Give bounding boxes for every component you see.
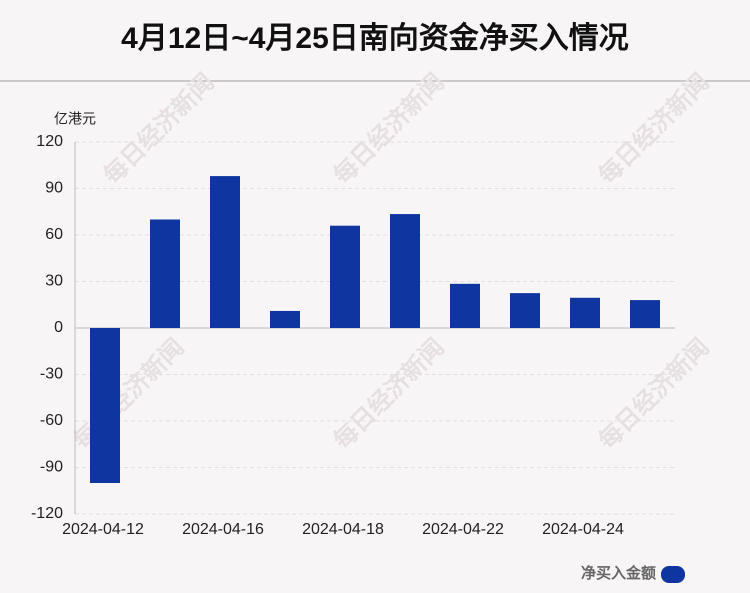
bar xyxy=(390,214,420,328)
y-tick-label: -90 xyxy=(40,459,63,476)
legend-swatch xyxy=(661,566,685,583)
y-axis-label: 亿港元 xyxy=(54,111,96,127)
bar xyxy=(270,310,300,328)
y-tick-label: 30 xyxy=(45,273,63,290)
bar xyxy=(150,219,180,328)
chart-title: 4月12日~4月25日南向资金净买入情况 xyxy=(121,21,629,55)
x-tick-label: 2024-04-12 xyxy=(62,521,144,538)
bar xyxy=(450,283,480,328)
y-tick-label: 90 xyxy=(45,180,63,197)
bar xyxy=(570,297,600,328)
bar xyxy=(510,293,540,328)
bar xyxy=(330,225,360,328)
y-tick-label: -60 xyxy=(40,412,63,429)
x-tick-label: 2024-04-22 xyxy=(422,521,504,538)
x-tick-label: 2024-04-24 xyxy=(542,521,624,538)
x-tick-label: 2024-04-16 xyxy=(182,521,264,538)
y-tick-label: -120 xyxy=(31,505,63,522)
bar xyxy=(210,176,240,328)
y-tick-label: 120 xyxy=(36,133,63,150)
legend-label: 净买入金额 xyxy=(581,564,656,582)
bar xyxy=(90,328,120,483)
x-tick-label: 2024-04-18 xyxy=(302,521,384,538)
y-tick-label: 60 xyxy=(45,226,63,243)
bar xyxy=(630,300,660,328)
y-tick-label: 0 xyxy=(54,319,63,336)
y-tick-label: -30 xyxy=(40,366,63,383)
